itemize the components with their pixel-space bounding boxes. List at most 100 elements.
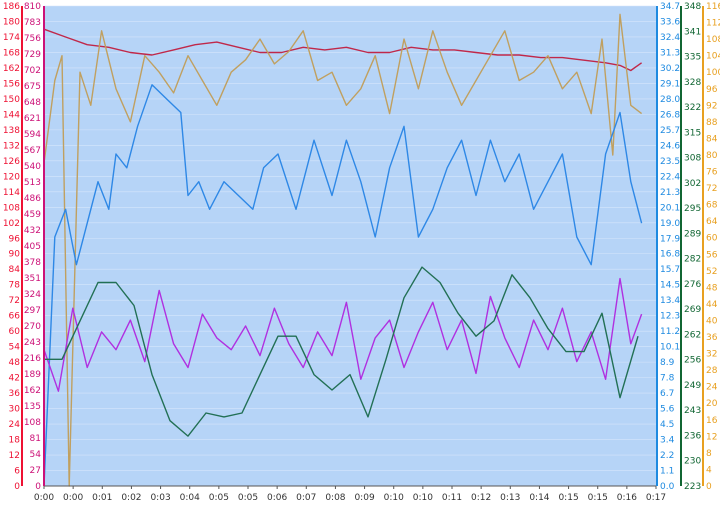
x-tick-label: 0:00: [34, 493, 54, 503]
right-axis-1-tick-label: 17.9: [660, 234, 680, 244]
x-tick-label: 0:10: [413, 493, 433, 503]
right-axis-2-tick-label: 282: [684, 255, 701, 265]
right-axis-2-tick-label: 230: [684, 457, 701, 467]
right-axis-2-tick-label: 302: [684, 179, 701, 189]
right-axis-2-tick-label: 223: [684, 482, 701, 492]
x-tick-label: 0:07: [296, 493, 316, 503]
left-axis-outer-tick-label: 54: [9, 343, 21, 353]
left-axis-inner-tick-label: 567: [24, 146, 41, 156]
left-axis-inner-tick-label: 0: [35, 482, 41, 492]
right-axis-2-tick-label: 335: [684, 53, 701, 63]
right-axis-1-tick-label: 25.7: [660, 126, 680, 136]
right-axis-2-tick-label: 328: [684, 78, 701, 88]
left-axis-outer-tick-label: 114: [3, 188, 20, 198]
right-axis-2-tick-label: 315: [684, 128, 701, 138]
left-axis-outer-tick-label: 12: [9, 451, 20, 461]
right-axis-3-tick-label: 104: [706, 52, 720, 62]
left-axis-outer-tick-label: 6: [14, 467, 20, 477]
left-axis-inner-tick-label: 783: [24, 18, 41, 28]
plot-background: [44, 6, 656, 486]
left-axis-inner-tick-label: 81: [30, 434, 41, 444]
right-axis-2-tick-label: 322: [684, 103, 701, 113]
left-axis-outer-tick-label: 60: [9, 327, 21, 337]
right-axis-1-tick-label: 30.2: [660, 64, 680, 74]
right-axis-1-tick-label: 19.0: [660, 219, 680, 229]
right-axis-1-tick-label: 3.4: [660, 436, 675, 446]
x-tick-label: 0:13: [500, 493, 520, 503]
right-axis-1-tick-label: 29.1: [660, 79, 680, 89]
left-axis-inner-tick-label: 270: [24, 322, 41, 332]
x-tick-label: 0:00: [63, 493, 83, 503]
right-axis-2-tick-label: 249: [684, 381, 701, 391]
right-axis-1-tick-label: 20.1: [660, 203, 680, 213]
left-axis-outer-tick-label: 24: [9, 420, 21, 430]
right-axis-2-tick-label: 289: [684, 229, 701, 239]
right-axis-1-tick-label: 2.2: [660, 451, 674, 461]
right-axis-1-tick-label: 5.6: [660, 405, 675, 415]
series-line-0: [43, 28, 643, 72]
right-axis-2-tick-label: 262: [684, 330, 701, 340]
right-axis-1-tick-label: 16.8: [660, 250, 680, 260]
left-axis-inner-tick-label: 135: [24, 402, 41, 412]
right-axis-1-tick-label: 22.4: [660, 172, 680, 182]
series-line-1: [43, 13, 643, 487]
left-axis-inner-tick-label: 405: [24, 242, 41, 252]
x-tick-label: 0:08: [325, 493, 345, 503]
right-axis-3-tick-label: 80: [706, 151, 718, 161]
left-axis-outer-tick-label: 48: [9, 358, 21, 368]
right-axis-3-tick-label: 96: [706, 85, 718, 95]
right-axis-3-tick-label: 64: [706, 217, 718, 227]
x-tick-label: 0:15: [558, 493, 578, 503]
right-axis-3-tick-label: 8: [706, 449, 712, 459]
right-axis-2-tick-label: 269: [684, 305, 701, 315]
left-axis-outer-tick-label: 180: [3, 17, 20, 27]
left-axis-inner-tick-label: 594: [24, 130, 41, 140]
left-axis-inner-tick-label: 432: [24, 226, 41, 236]
x-tick-label: 0:14: [529, 493, 549, 503]
left-axis-outer-tick-label: 126: [3, 157, 20, 167]
left-axis-inner-tick-label: 351: [24, 274, 41, 284]
right-axis-2-tick-label: 341: [684, 27, 701, 37]
left-axis-inner-tick-label: 324: [24, 290, 41, 300]
right-axis-1-tick-label: 10.1: [660, 343, 680, 353]
right-axis-3-tick-label: 44: [706, 300, 718, 310]
series-line-3: [43, 277, 643, 392]
left-axis-inner-tick-label: 486: [24, 194, 41, 204]
x-tick-label: 0:05: [209, 493, 229, 503]
left-axis-outer-tick-label: 78: [9, 281, 21, 291]
x-tick-label: 0:06: [267, 493, 287, 503]
left-axis-outer-tick-label: 42: [9, 374, 20, 384]
right-axis-3-tick-label: 88: [706, 118, 718, 128]
right-axis-1-tick-label: 7.8: [660, 374, 675, 384]
right-axis-3-tick-label: 48: [706, 283, 718, 293]
right-axis-1-tick-label: 21.3: [660, 188, 680, 198]
left-axis-inner-tick-label: 513: [24, 178, 41, 188]
right-axis-2-tick-label: 348: [684, 2, 701, 12]
left-axis-inner-tick-label: 459: [24, 210, 41, 220]
left-axis-outer-tick-label: 66: [9, 312, 21, 322]
right-axis-3-tick-label: 72: [706, 184, 717, 194]
series-layer: [43, 13, 643, 487]
right-axis-1-tick-label: 1.1: [660, 467, 674, 477]
right-axis-3-tick-label: 36: [706, 333, 718, 343]
right-axis-1-tick-label: 28.0: [660, 95, 680, 105]
right-axis-1-tick-label: 32.4: [660, 33, 680, 43]
right-axis-3-tick-label: 4: [706, 465, 712, 475]
right-axis-3-tick-label: 16: [706, 416, 718, 426]
series-line-2: [43, 84, 643, 487]
right-axis-3-tick-label: 24: [706, 383, 718, 393]
left-axis-inner-tick-label: 621: [24, 114, 41, 124]
right-axis-3-tick-label: 112: [706, 19, 720, 29]
right-axis-3-tick-label: 116: [706, 2, 720, 12]
right-axis-3-tick-label: 84: [706, 134, 718, 144]
right-axis-1-tick-label: 4.5: [660, 420, 674, 430]
right-axis-1-tick-label: 8.9: [660, 358, 675, 368]
series-line-4: [44, 266, 639, 437]
left-axis-outer-tick-label: 18: [9, 436, 21, 446]
axes-layer: 0:00 0:00 0:01 0:02 0:03 0:04 0:05 0:05 0:06 0:07…: [3, 2, 720, 503]
right-axis-1-tick-label: 23.5: [660, 157, 680, 167]
right-axis-3-tick-label: 20: [706, 399, 718, 409]
x-tick-label: 0:04: [180, 493, 200, 503]
